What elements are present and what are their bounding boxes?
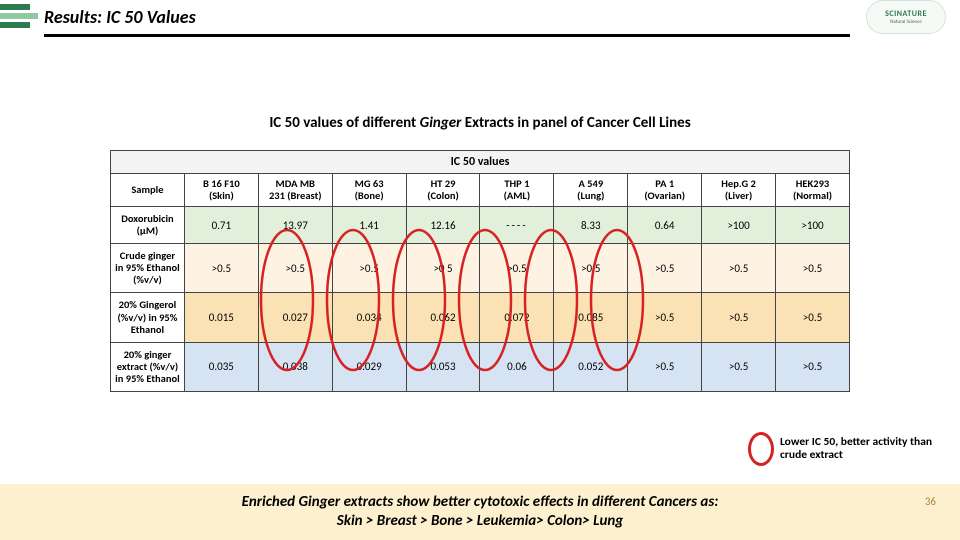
cell: 0.64 [628,207,702,244]
stripe-light [0,13,38,19]
sample-header: Sample [111,174,185,207]
sample-label: Doxorubicin (µM) [111,207,185,244]
cell: >0.5 [480,244,554,293]
col-head: B 16 F10(Skin) [184,174,258,207]
cell: >0.5 [184,244,258,293]
cell: 0.038 [258,342,332,391]
super-header-cell: IC 50 values [111,151,850,174]
cell: >0 5 [406,244,480,293]
sample-label: 20% ginger extract (%v/v) in 95% Ethanol [111,342,185,391]
table-row: 20% Gingerol (%v/v) in 95% Ethanol 0.015… [111,293,850,342]
cell: >100 [702,207,776,244]
table-row: Crude ginger in 95% Ethanol (%v/v) >0.5 … [111,244,850,293]
col-head: THP 1(AML) [480,174,554,207]
cell: >0.5 [628,244,702,293]
cell: >0.5 [776,342,850,391]
legend-text: Lower IC 50, better activity than crude … [780,436,938,462]
cell: ---- [480,207,554,244]
title-underline [44,34,850,37]
page-number: 36 [925,495,936,508]
logo-subtext: Natural Science [890,19,921,25]
cell: 0.085 [554,293,628,342]
cell: >0.5 [776,244,850,293]
subtitle-ital: Ginger [420,114,462,132]
legend: Lower IC 50, better activity than crude … [748,432,938,466]
cell: 1.41 [332,207,406,244]
cell: 0.052 [554,342,628,391]
subtitle-pre: IC 50 values of different [269,114,419,132]
cell: 0.053 [406,342,480,391]
bottom-bar: Enriched Ginger extracts show better cyt… [0,484,960,540]
legend-circle-icon [748,432,774,466]
cell: 13.97 [258,207,332,244]
stripe-dark [0,4,30,10]
cell: 0.062 [406,293,480,342]
subtitle: IC 50 values of different Ginger Extract… [0,114,960,132]
col-head: PA 1(Ovarian) [628,174,702,207]
col-head: HT 29(Colon) [406,174,480,207]
cell: >0.5 [702,342,776,391]
logo-text: SCINATURE [885,9,927,19]
cell: 0.71 [184,207,258,244]
cell: 0.035 [184,342,258,391]
logo: SCINATURE Natural Science [866,0,946,34]
sample-label: 20% Gingerol (%v/v) in 95% Ethanol [111,293,185,342]
cell: >0.5 [332,244,406,293]
cell: 0.015 [184,293,258,342]
col-head: MDA MB231 (Breast) [258,174,332,207]
header-stripes [0,4,38,28]
cell: 0.06 [480,342,554,391]
cell: >100 [776,207,850,244]
page-title: Results: IC 50 Values [44,6,850,28]
cell: 0.029 [332,342,406,391]
conclusion-text: Enriched Ginger extracts show better cyt… [132,493,829,531]
cell: >0.5 [554,244,628,293]
cell: >0.5 [258,244,332,293]
cell: 0.027 [258,293,332,342]
stripe-dark [0,22,30,28]
cell: 8.33 [554,207,628,244]
cell: >0.5 [628,293,702,342]
col-head: A 549(Lung) [554,174,628,207]
col-head: MG 63(Bone) [332,174,406,207]
table-row: Doxorubicin (µM) 0.71 13.97 1.41 12.16 -… [111,207,850,244]
cell: >0.5 [702,293,776,342]
cell: 0.072 [480,293,554,342]
title-row: Results: IC 50 Values [44,6,850,37]
table-container: IC 50 values Sample B 16 F10(Skin) MDA M… [110,150,850,392]
cell: >0.5 [776,293,850,342]
ic50-table: IC 50 values Sample B 16 F10(Skin) MDA M… [110,150,850,392]
cell: 0.034 [332,293,406,342]
col-head: HEK293(Normal) [776,174,850,207]
table-super-header: IC 50 values [111,151,850,174]
slide: Results: IC 50 Values SCINATURE Natural … [0,0,960,540]
col-head: Hep.G 2(Liver) [702,174,776,207]
cell: >0.5 [628,342,702,391]
table-row: 20% ginger extract (%v/v) in 95% Ethanol… [111,342,850,391]
cell: 12.16 [406,207,480,244]
cell: >0.5 [702,244,776,293]
sample-label: Crude ginger in 95% Ethanol (%v/v) [111,244,185,293]
subtitle-post: Extracts in panel of Cancer Cell Lines [461,114,690,132]
table-header-row: Sample B 16 F10(Skin) MDA MB231 (Breast)… [111,174,850,207]
